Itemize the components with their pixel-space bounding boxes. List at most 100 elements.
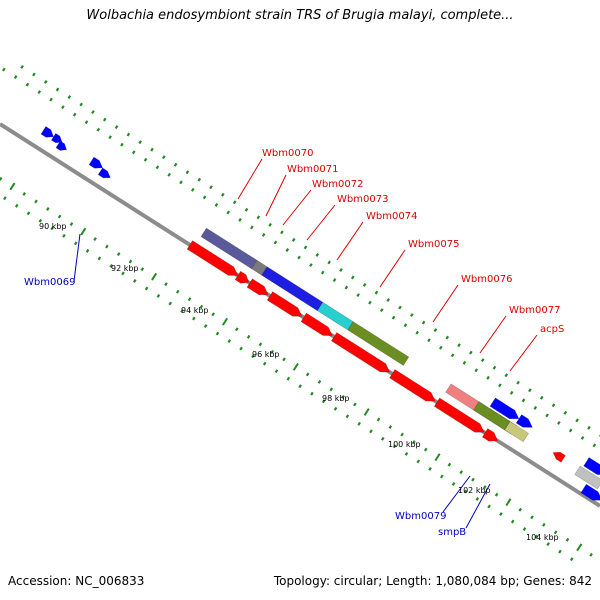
tick-mark <box>309 263 313 267</box>
tick-mark <box>221 192 225 197</box>
tick-mark <box>421 320 426 325</box>
gene-label-wbm0069: Wbm0069 <box>24 277 75 288</box>
topology-text: Topology: circular; Length: 1,080,084 bp… <box>273 574 592 588</box>
tick-mark <box>297 255 301 260</box>
gene-blue-2[interactable] <box>50 132 63 144</box>
tick-mark <box>144 286 149 291</box>
gene-label-wbm0075: Wbm0075 <box>408 239 459 250</box>
tick-mark <box>546 542 550 547</box>
scale-labels: 90 kbp 92 kbp 94 kbp 96 kbp 98 kbp 100 kbp 102… <box>39 222 559 542</box>
tick-mark <box>568 428 573 433</box>
gene-smpb[interactable] <box>504 421 530 443</box>
gene-label-wbm0072: Wbm0072 <box>312 179 363 190</box>
tick-mark <box>310 391 314 396</box>
tick-mark <box>459 470 463 475</box>
accession-text: Accession: NC_006833 <box>8 574 145 588</box>
tick-mark <box>344 285 349 290</box>
tick-mark <box>155 165 160 170</box>
gene-red-9[interactable] <box>481 428 499 442</box>
scale-label: 94 kbp <box>181 306 209 315</box>
tick-mark <box>167 172 171 177</box>
tick-mark <box>67 95 72 99</box>
gene-blue-7[interactable] <box>515 414 533 428</box>
gene-red-8[interactable] <box>433 397 485 433</box>
gene-red-2[interactable] <box>234 270 250 284</box>
tick-mark <box>179 180 183 185</box>
tick-mark <box>226 210 231 215</box>
gene-blue-4[interactable] <box>88 156 103 169</box>
tick-mark <box>469 350 473 355</box>
gene-labels: Wbm0070 Wbm0071 Wbm0072 Wbm0073 Wbm0074 Wbm00… <box>24 148 564 538</box>
label-leader-lines <box>73 158 538 529</box>
tick-mark <box>518 507 523 512</box>
gene-red-5[interactable] <box>300 312 333 336</box>
tick-mark <box>575 418 579 423</box>
gene-label-wbm0077: Wbm0077 <box>509 305 560 316</box>
tick-mark <box>203 324 208 329</box>
tick-mark <box>164 282 168 287</box>
gene-red-6[interactable] <box>330 332 391 373</box>
gene-blue-5[interactable] <box>97 167 111 179</box>
gene-label-acps: acpS <box>540 324 564 335</box>
tick-mark <box>486 375 490 380</box>
tick-mark <box>381 436 385 441</box>
tick-mark <box>412 440 416 445</box>
tick-mark <box>25 82 30 87</box>
tick-mark <box>509 390 514 395</box>
tick-mark <box>102 117 107 122</box>
gene-red-7[interactable] <box>389 369 436 402</box>
tick-mark <box>487 504 491 509</box>
tick-mark <box>128 259 133 264</box>
tick-mark <box>91 110 95 114</box>
gene-features[interactable] <box>40 126 600 501</box>
tick-mark <box>282 357 286 362</box>
gene-red-small[interactable] <box>552 451 566 463</box>
scale-label: 90 kbp <box>39 222 67 231</box>
tick-mark <box>386 298 390 302</box>
tick-mark <box>451 482 456 486</box>
tick-mark <box>3 196 7 201</box>
tick-mark <box>516 380 520 385</box>
tick-mark <box>93 237 97 242</box>
tick-mark <box>143 157 148 162</box>
gene-label-wbm0070: Wbm0070 <box>262 148 313 159</box>
tick-mark <box>197 177 202 182</box>
tick-mark <box>580 436 585 440</box>
tick-mark <box>557 420 561 425</box>
tick-mark <box>84 120 89 125</box>
gene-blue-3[interactable] <box>55 140 68 151</box>
tick-mark <box>545 413 549 418</box>
gene-red-1[interactable] <box>186 240 239 276</box>
gene-red-4[interactable] <box>266 291 303 317</box>
tick-mark <box>542 522 546 527</box>
tick-mark <box>368 300 372 305</box>
tick-mark <box>530 515 534 520</box>
tick-mark <box>261 233 266 237</box>
tick-mark <box>369 429 373 434</box>
tick-mark <box>341 395 345 399</box>
tick-mark <box>428 466 432 471</box>
gene-blue-8[interactable] <box>583 457 600 475</box>
gene-blue-9[interactable] <box>580 483 600 501</box>
tick-mark <box>362 283 367 287</box>
gene-blue-6[interactable] <box>489 397 520 420</box>
gene-blue-1[interactable] <box>40 126 54 138</box>
tick-mark <box>199 304 204 309</box>
leader-line <box>265 174 287 217</box>
tick-mark <box>440 474 444 479</box>
tick-mark <box>400 432 404 437</box>
tick-mark <box>192 316 196 321</box>
gene-wbm0074[interactable] <box>347 321 410 366</box>
tick-mark <box>168 301 173 306</box>
tick-mark <box>121 271 125 276</box>
gene-red-3[interactable] <box>246 278 269 296</box>
tick-mark <box>332 278 337 283</box>
tick-mark <box>250 225 254 230</box>
tick-mark <box>433 328 438 333</box>
tick-mark <box>238 217 242 222</box>
gene-grey[interactable] <box>574 465 600 490</box>
leader-line <box>465 483 491 529</box>
tick-mark <box>363 408 370 416</box>
tick-mark <box>345 414 350 419</box>
